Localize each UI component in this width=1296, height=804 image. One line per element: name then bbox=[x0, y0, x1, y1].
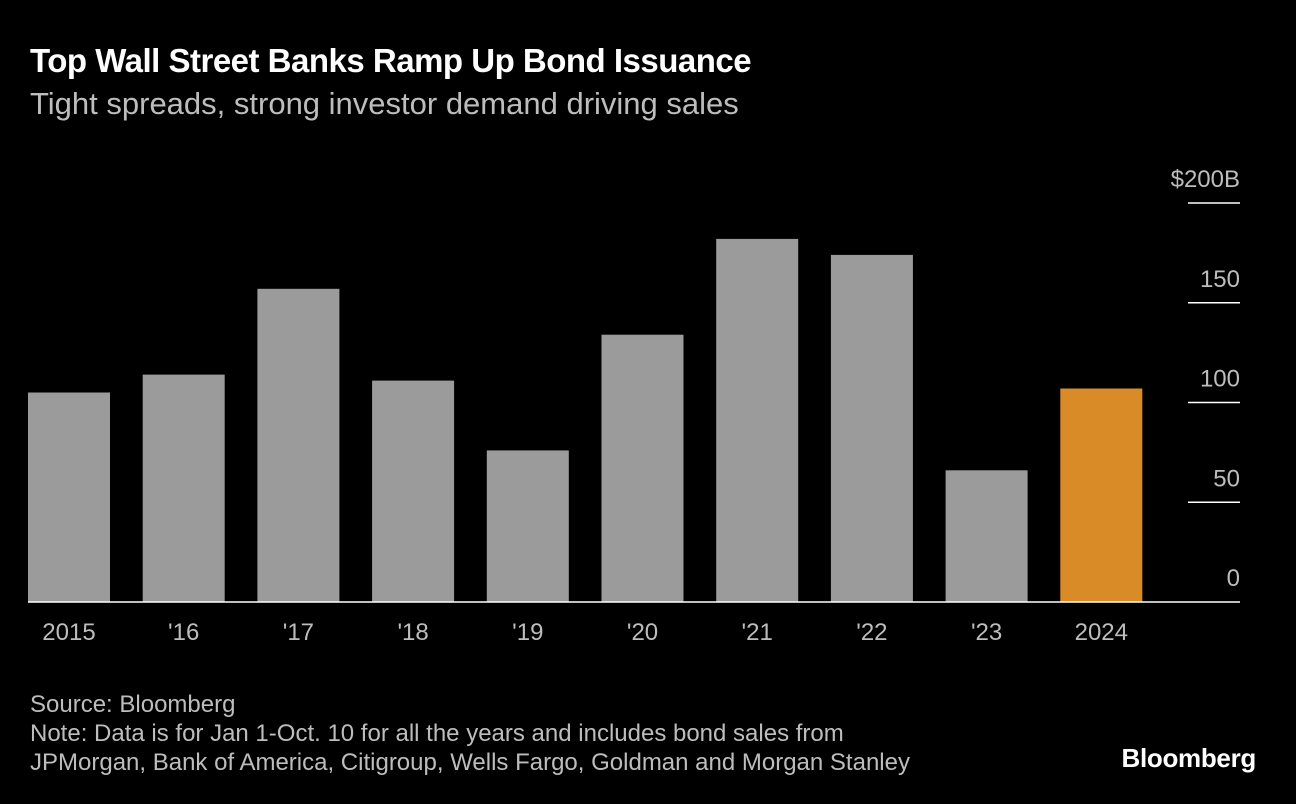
bar-9 bbox=[1060, 388, 1143, 602]
bar-3 bbox=[372, 380, 455, 602]
data-note-line-1: Note: Data is for Jan 1-Oct. 10 for all … bbox=[30, 720, 844, 747]
source-note: Source: Bloomberg bbox=[30, 691, 236, 718]
bar-0 bbox=[28, 392, 110, 602]
y-tick-label-4: $200B bbox=[1171, 166, 1240, 193]
x-tick-label-2: '17 bbox=[283, 619, 314, 646]
x-tick-label-9: 2024 bbox=[1075, 619, 1128, 646]
data-note-line-2: JPMorgan, Bank of America, Citigroup, We… bbox=[30, 749, 910, 776]
x-tick-label-3: '18 bbox=[397, 619, 428, 646]
bar-2 bbox=[257, 288, 340, 602]
bar-7 bbox=[830, 254, 913, 602]
bloomberg-logo: Bloomberg bbox=[1121, 743, 1256, 773]
x-tick-label-7: '22 bbox=[856, 619, 887, 646]
x-tick-label-5: '20 bbox=[627, 619, 658, 646]
bar-8 bbox=[945, 470, 1028, 602]
bar-4 bbox=[486, 450, 569, 602]
y-tick-label-0: 0 bbox=[1227, 565, 1240, 592]
bar-5 bbox=[601, 334, 684, 602]
y-tick-label-2: 100 bbox=[1200, 366, 1240, 393]
chart-footer: Source: Bloomberg Note: Data is for Jan … bbox=[30, 690, 910, 777]
x-tick-label-0: 2015 bbox=[42, 619, 95, 646]
x-axis-labels: 2015 '16 '17 '18 '19 '20 '21 '22 '23 2024 bbox=[42, 619, 1128, 646]
bar-1 bbox=[142, 374, 225, 602]
y-tick-label-3: 150 bbox=[1200, 266, 1240, 293]
y-tick-label-1: 50 bbox=[1213, 465, 1240, 492]
bar-6 bbox=[716, 238, 799, 602]
x-tick-label-1: '16 bbox=[168, 619, 199, 646]
chart-title: Top Wall Street Banks Ramp Up Bond Issua… bbox=[30, 42, 752, 79]
x-tick-label-6: '21 bbox=[742, 619, 773, 646]
x-tick-label-8: '23 bbox=[971, 619, 1002, 646]
chart-subtitle: Tight spreads, strong investor demand dr… bbox=[30, 86, 739, 121]
bars-group bbox=[28, 238, 1143, 602]
y-axis: 0 50 100 150 $200B bbox=[1171, 166, 1240, 592]
x-tick-label-4: '19 bbox=[512, 619, 543, 646]
bar-chart: 2015 '16 '17 '18 '19 '20 '21 '22 '23 2024 0 50 100 1… bbox=[28, 166, 1240, 646]
